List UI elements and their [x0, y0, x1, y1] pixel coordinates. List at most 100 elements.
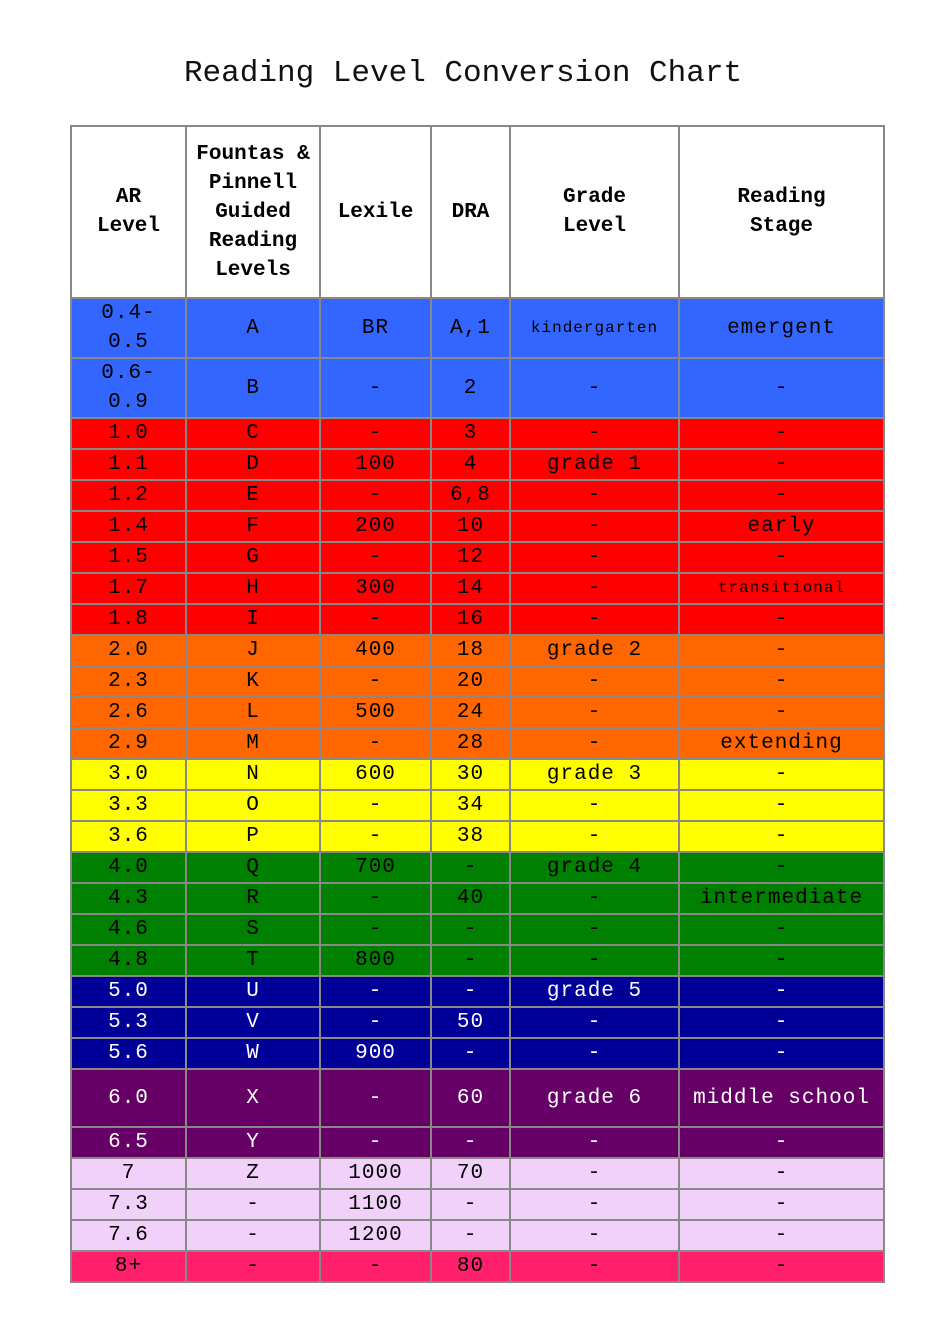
cell-dra: -	[430, 1219, 511, 1252]
cell-lexile: 900	[319, 1037, 432, 1070]
cell-guided-reading-level: K	[185, 665, 321, 698]
table-row: 1.0 C -3- -	[70, 417, 885, 450]
cell-dra: -	[430, 944, 511, 977]
cell-dra: -	[430, 1188, 511, 1221]
cell-guided-reading-level: M	[185, 727, 321, 760]
cell-guided-reading-level: L	[185, 696, 321, 729]
cell-grade-level: -	[509, 1006, 680, 1039]
cell-lexile: 800	[319, 944, 432, 977]
cell-ar-level: 5.6	[70, 1037, 187, 1070]
cell-guided-reading-level: A	[185, 297, 321, 359]
table-row: 1.2 E -6,8- -	[70, 479, 885, 512]
cell-lexile: -	[319, 1006, 432, 1039]
cell-grade-level: -	[509, 479, 680, 512]
cell-reading-stage: -	[678, 357, 885, 419]
cell-grade-level: -	[509, 417, 680, 450]
table-row: 0.4-0.5 A BR A,1 kindergarten emergent	[70, 297, 885, 359]
cell-reading-stage: -	[678, 417, 885, 450]
cell-grade-level: -	[509, 510, 680, 543]
header-ar-level: AR Level	[70, 125, 187, 299]
cell-ar-level: 7.3	[70, 1188, 187, 1221]
cell-guided-reading-level: R	[185, 882, 321, 915]
cell-grade-level: grade 3	[509, 758, 680, 791]
table-row: 4.0 Q 700- grade 4-	[70, 851, 885, 884]
cell-lexile: -	[319, 1250, 432, 1283]
table-row: 4.6 S - - - -	[70, 913, 885, 946]
cell-dra: -	[430, 851, 511, 884]
cell-grade-level: -	[509, 1126, 680, 1159]
cell-reading-stage: extending	[678, 727, 885, 760]
cell-reading-stage: -	[678, 851, 885, 884]
cell-ar-level: 3.3	[70, 789, 187, 822]
cell-guided-reading-level: W	[185, 1037, 321, 1070]
cell-grade-level: grade 4	[509, 851, 680, 884]
cell-lexile: 600	[319, 758, 432, 791]
table-row: 3.0 N 600 30 grade 3-	[70, 758, 885, 791]
cell-guided-reading-level: N	[185, 758, 321, 791]
cell-grade-level: -	[509, 944, 680, 977]
cell-guided-reading-level: C	[185, 417, 321, 450]
cell-dra: 20	[430, 665, 511, 698]
cell-ar-level: 1.2	[70, 479, 187, 512]
cell-guided-reading-level: U	[185, 975, 321, 1008]
cell-grade-level: -	[509, 357, 680, 419]
cell-dra: 28	[430, 727, 511, 760]
cell-dra: 14	[430, 572, 511, 605]
table-row: 2.6 L 500 24- -	[70, 696, 885, 729]
cell-grade-level: -	[509, 913, 680, 946]
table-row: 1.4 F 200 10- early	[70, 510, 885, 543]
cell-reading-stage: -	[678, 820, 885, 853]
cell-reading-stage: -	[678, 603, 885, 636]
cell-grade-level: -	[509, 541, 680, 574]
table-row: 0.6-0.9 B -2- -	[70, 357, 885, 419]
cell-grade-level: -	[509, 665, 680, 698]
cell-ar-level: 2.9	[70, 727, 187, 760]
cell-guided-reading-level: V	[185, 1006, 321, 1039]
cell-grade-level: grade 2	[509, 634, 680, 667]
table-row: 4.3 R -40- intermediate	[70, 882, 885, 915]
cell-reading-stage: emergent	[678, 297, 885, 359]
cell-lexile: -	[319, 479, 432, 512]
table-row: 2.3 K -20- -	[70, 665, 885, 698]
cell-guided-reading-level: O	[185, 789, 321, 822]
cell-lexile: 300	[319, 572, 432, 605]
cell-lexile: -	[319, 1126, 432, 1159]
header-fountas-pinnell: Fountas & Pinnell Guided Reading Levels	[185, 125, 321, 299]
cell-ar-level: 3.6	[70, 820, 187, 853]
cell-grade-level: grade 6	[509, 1068, 680, 1128]
cell-lexile: -	[319, 1068, 432, 1128]
cell-ar-level: 5.0	[70, 975, 187, 1008]
cell-dra: 30	[430, 758, 511, 791]
cell-dra: -	[430, 1126, 511, 1159]
table-row: 6.0 X -60 grade 6 middle school	[70, 1068, 885, 1128]
cell-guided-reading-level: I	[185, 603, 321, 636]
cell-ar-level: 7.6	[70, 1219, 187, 1252]
cell-guided-reading-level: -	[185, 1250, 321, 1283]
header-lexile: Lexile	[319, 125, 432, 299]
cell-dra: 12	[430, 541, 511, 574]
cell-reading-stage: -	[678, 789, 885, 822]
cell-grade-level: -	[509, 1157, 680, 1190]
cell-dra: -	[430, 1037, 511, 1070]
cell-ar-level: 1.8	[70, 603, 187, 636]
table-row: 1.5 G -12- -	[70, 541, 885, 574]
cell-reading-stage: -	[678, 1157, 885, 1190]
cell-grade-level: -	[509, 1219, 680, 1252]
cell-reading-stage: -	[678, 944, 885, 977]
cell-grade-level: -	[509, 727, 680, 760]
cell-guided-reading-level: -	[185, 1219, 321, 1252]
cell-ar-level: 4.8	[70, 944, 187, 977]
cell-ar-level: 4.3	[70, 882, 187, 915]
cell-ar-level: 6.5	[70, 1126, 187, 1159]
cell-lexile: BR	[319, 297, 432, 359]
cell-guided-reading-level: T	[185, 944, 321, 977]
cell-lexile: -	[319, 357, 432, 419]
cell-lexile: 500	[319, 696, 432, 729]
cell-guided-reading-level: E	[185, 479, 321, 512]
cell-grade-level: grade 1	[509, 448, 680, 481]
cell-dra: 4	[430, 448, 511, 481]
cell-lexile: 700	[319, 851, 432, 884]
cell-guided-reading-level: H	[185, 572, 321, 605]
cell-dra: 70	[430, 1157, 511, 1190]
table-row: 5.6 W 900- - -	[70, 1037, 885, 1070]
